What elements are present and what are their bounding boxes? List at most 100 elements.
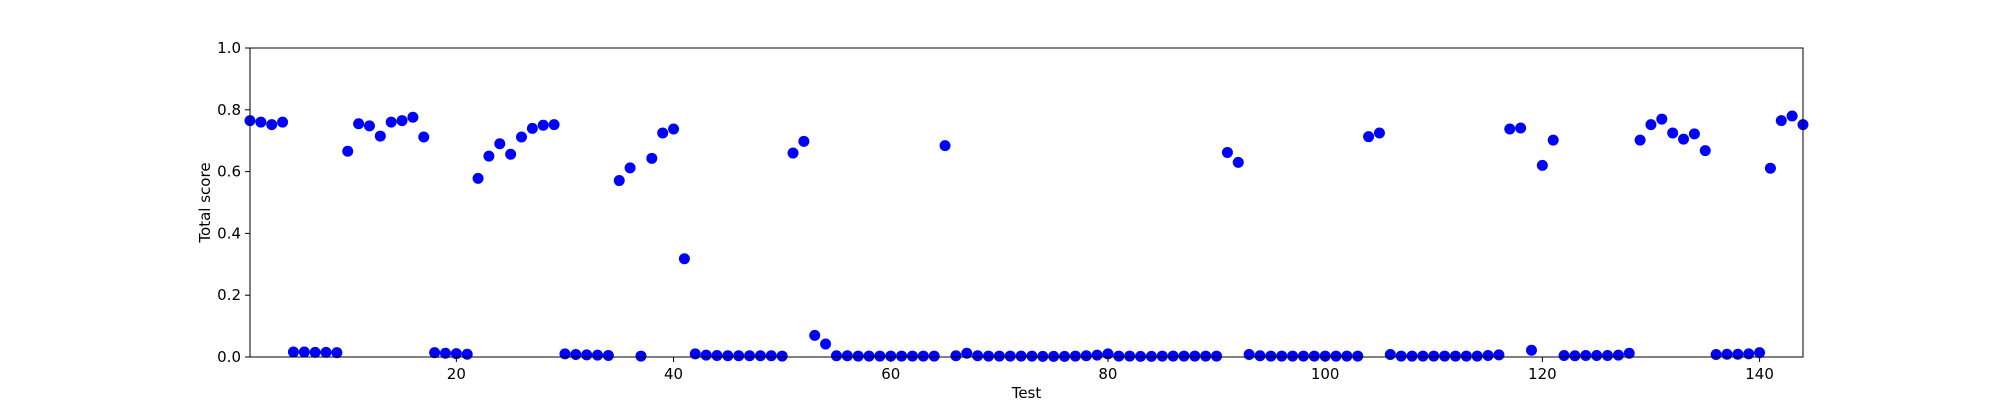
data-point: [1547, 134, 1559, 146]
data-point: [1297, 350, 1309, 362]
data-point: [1580, 349, 1592, 361]
data-point: [906, 350, 918, 362]
data-point: [537, 119, 549, 131]
data-point: [461, 348, 473, 360]
data-point: [1536, 159, 1548, 171]
data-point: [678, 253, 690, 265]
data-point: [722, 350, 734, 362]
data-point: [1786, 110, 1798, 122]
data-point: [798, 135, 810, 147]
x-tick-label: 140: [1745, 365, 1774, 383]
data-point: [1037, 350, 1049, 362]
data-point: [874, 350, 886, 362]
data-point: [1710, 349, 1722, 361]
data-point: [331, 347, 343, 359]
data-point: [830, 350, 842, 362]
data-point: [1439, 350, 1451, 362]
data-point: [1743, 348, 1755, 360]
data-point: [602, 349, 614, 361]
data-point: [1232, 156, 1244, 168]
data-point: [1623, 347, 1635, 359]
data-point: [1699, 145, 1711, 157]
data-point: [1525, 344, 1537, 356]
data-point: [765, 350, 777, 362]
data-point: [1124, 350, 1136, 362]
data-point: [776, 350, 788, 362]
data-point: [668, 123, 680, 135]
data-point: [928, 350, 940, 362]
data-point: [526, 122, 538, 134]
data-point: [494, 138, 506, 150]
data-point: [1395, 350, 1407, 362]
data-point: [993, 350, 1005, 362]
data-point: [1015, 350, 1027, 362]
data-point: [570, 349, 582, 361]
y-tick-label: 0.4: [217, 224, 241, 242]
data-point: [982, 350, 994, 362]
data-point: [1775, 115, 1787, 127]
x-tick-label: 20: [447, 365, 466, 383]
data-point: [396, 115, 408, 127]
data-point: [516, 131, 528, 143]
data-point: [1373, 127, 1385, 139]
data-point: [1200, 350, 1212, 362]
data-point: [418, 131, 430, 143]
data-point: [646, 152, 658, 164]
data-point: [472, 172, 484, 184]
data-point: [353, 118, 365, 130]
x-tick-label: 80: [1098, 365, 1117, 383]
data-point: [809, 329, 821, 341]
data-point: [885, 350, 897, 362]
data-point: [407, 111, 419, 123]
data-point: [711, 349, 723, 361]
data-point: [1308, 350, 1320, 362]
data-point: [733, 350, 745, 362]
data-point: [1145, 350, 1157, 362]
data-point: [1764, 162, 1776, 174]
data-point: [592, 349, 604, 361]
data-point: [1243, 349, 1255, 361]
data-point: [1135, 350, 1147, 362]
data-point: [439, 347, 451, 359]
data-point: [1026, 350, 1038, 362]
data-point: [1211, 350, 1223, 362]
y-tick-label: 1.0: [217, 39, 241, 57]
data-points: [244, 110, 1809, 362]
data-point: [1460, 350, 1472, 362]
data-point: [1287, 350, 1299, 362]
data-point: [1178, 350, 1190, 362]
data-point: [1341, 350, 1353, 362]
data-point: [1667, 127, 1679, 139]
data-point: [1569, 350, 1581, 362]
data-point: [277, 116, 289, 128]
y-axis-title: Total score: [196, 162, 214, 243]
data-point: [1276, 350, 1288, 362]
data-point: [505, 148, 517, 160]
data-point: [1189, 350, 1201, 362]
data-point: [635, 350, 647, 362]
data-point: [266, 119, 278, 131]
data-point: [1688, 128, 1700, 140]
data-point: [863, 350, 875, 362]
data-point: [1417, 350, 1429, 362]
data-point: [320, 346, 332, 358]
data-point: [255, 116, 267, 128]
data-point: [374, 130, 386, 142]
data-point: [363, 120, 375, 132]
x-tick-label: 40: [664, 365, 683, 383]
data-point: [1156, 350, 1168, 362]
x-tick-label: 60: [881, 365, 900, 383]
y-tick-label: 0.8: [217, 101, 241, 119]
data-point: [1091, 349, 1103, 361]
data-point: [1656, 113, 1668, 125]
data-point: [1004, 350, 1016, 362]
data-point: [559, 348, 571, 360]
data-point: [1732, 348, 1744, 360]
data-point: [1612, 349, 1624, 361]
data-point: [483, 150, 495, 162]
data-point: [1602, 349, 1614, 361]
data-point: [1080, 350, 1092, 362]
data-point: [1167, 350, 1179, 362]
x-tick-label: 120: [1528, 365, 1557, 383]
